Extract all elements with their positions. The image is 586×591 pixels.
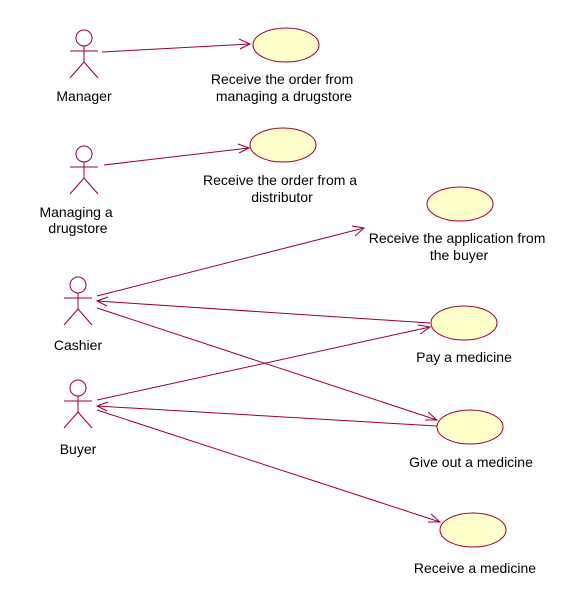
arrowhead <box>95 296 109 307</box>
usecase-label: Receive the application from the buyer <box>369 230 550 263</box>
usecase-ellipse <box>430 305 498 341</box>
association-manager-uc1 <box>101 38 252 53</box>
arrowhead <box>425 411 439 421</box>
usecase-label-line: Receive a medicine <box>414 560 536 576</box>
actor-managing-a-drugstore[interactable]: Managing a drugstore <box>39 145 116 236</box>
actor-figure <box>69 29 99 79</box>
association-line <box>96 326 431 401</box>
association-line <box>101 43 251 53</box>
usecase-label: Pay a medicine <box>416 349 512 365</box>
actor-manager[interactable]: Manager <box>56 29 112 104</box>
arrowhead <box>95 401 109 412</box>
actor-label-line: Manager <box>56 88 112 104</box>
actor-figure <box>69 145 99 195</box>
actor-label-line: Managing a <box>39 204 112 220</box>
usecase-label-line: Receive the order from a <box>203 172 357 188</box>
usecase-label-line: managing a drugstore <box>216 88 352 104</box>
association-cashier-uc3 <box>96 225 366 297</box>
usecase-ellipse <box>249 127 317 163</box>
association-buyer-uc4 <box>96 324 432 401</box>
association-line <box>96 307 438 421</box>
association-uc4-cashier <box>95 296 431 324</box>
usecase-ellipse <box>436 409 504 445</box>
associations <box>95 38 442 523</box>
actor-label: Buyer <box>60 441 97 457</box>
usecase-label-line: the buyer <box>430 247 489 263</box>
arrowhead <box>237 143 251 154</box>
actor-label: Cashier <box>54 337 103 353</box>
association-line <box>96 405 438 427</box>
actor-label: Managing a drugstore <box>39 204 116 236</box>
association-line <box>96 227 365 297</box>
association-managing-uc2 <box>103 143 251 166</box>
usecase-label: Receive the order from a distributor <box>203 172 361 205</box>
association-line <box>96 300 431 324</box>
usecase-label-line: Pay a medicine <box>416 349 512 365</box>
arrowhead <box>417 324 432 335</box>
usecase-label-line: Receive the application from <box>369 230 546 246</box>
usecase-label: Receive the order from managing a drugst… <box>211 71 357 104</box>
actor-label: Manager <box>56 88 112 104</box>
usecase-receive-application-from-buyer[interactable]: Receive the application from the buyer <box>369 186 550 263</box>
association-line <box>96 409 441 523</box>
actor-cashier[interactable]: Cashier <box>54 276 103 353</box>
usecase-give-out-a-medicine[interactable]: Give out a medicine <box>409 409 533 470</box>
association-cashier-uc5 <box>96 307 439 421</box>
actor-label-line: drugstore <box>48 220 107 236</box>
association-buyer-uc6 <box>96 409 442 523</box>
usecase-pay-a-medicine[interactable]: Pay a medicine <box>416 305 512 365</box>
arrowhead <box>428 513 442 523</box>
usecase-receive-order-from-managing[interactable]: Receive the order from managing a drugst… <box>211 27 357 104</box>
usecase-ellipse <box>426 186 494 222</box>
usecase-ellipse <box>252 27 320 63</box>
actor-figure <box>63 379 93 429</box>
usecase-label-line: Receive the order from <box>211 71 353 87</box>
actor-label-line: Cashier <box>54 337 103 353</box>
usecase-receive-order-from-distributor[interactable]: Receive the order from a distributor <box>203 127 361 205</box>
usecase-label: Give out a medicine <box>409 454 533 470</box>
association-uc5-buyer <box>95 401 438 427</box>
arrowhead <box>238 38 252 50</box>
usecase-label: Receive a medicine <box>414 560 536 576</box>
usecase-ellipse <box>439 512 507 548</box>
actor-label-line: Buyer <box>60 441 97 457</box>
actor-buyer[interactable]: Buyer <box>60 379 97 457</box>
usecase-label-line: distributor <box>251 189 313 205</box>
association-line <box>103 147 250 166</box>
arrowhead <box>351 225 366 237</box>
usecase-receive-a-medicine[interactable]: Receive a medicine <box>414 512 536 576</box>
actor-figure <box>63 276 93 326</box>
usecase-label-line: Give out a medicine <box>409 454 533 470</box>
